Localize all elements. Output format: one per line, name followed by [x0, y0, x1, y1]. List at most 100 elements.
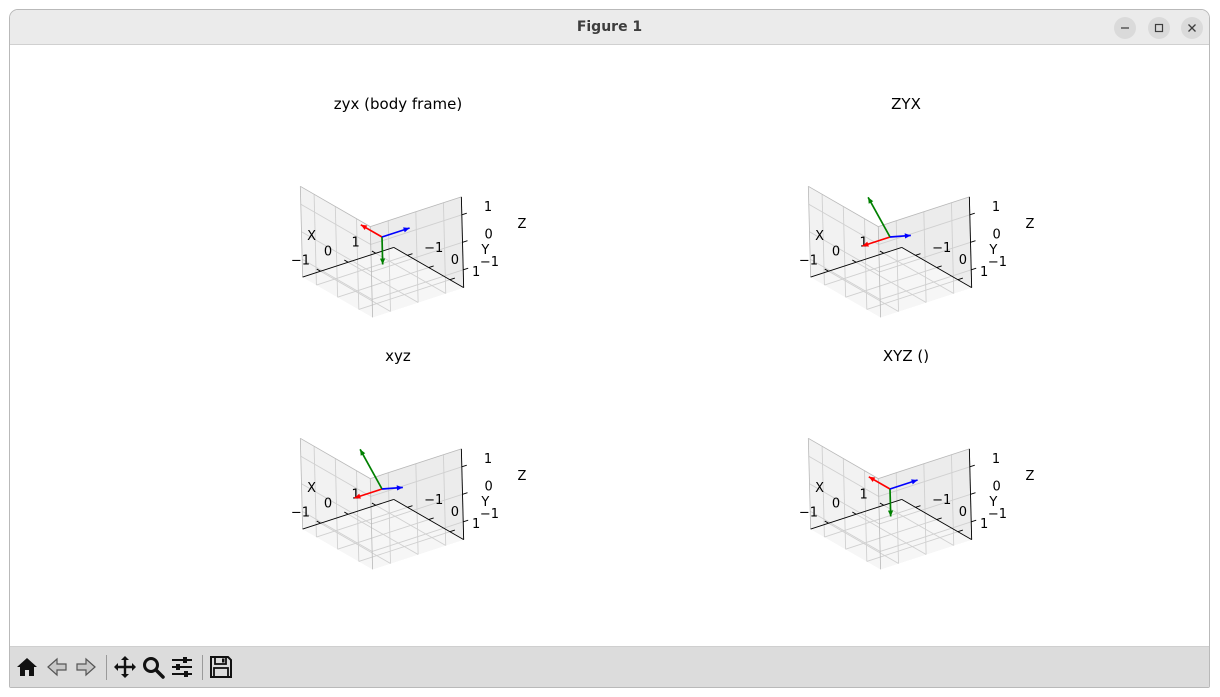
y-axis-line [901, 247, 972, 289]
x-tick-label: 1 [859, 236, 867, 251]
y-axis-line [393, 247, 464, 289]
y-axis-label: Y [988, 495, 997, 510]
subplot-title: xyz [385, 347, 411, 365]
x-tick [824, 520, 829, 524]
grid-line [808, 203, 879, 245]
back-button[interactable] [43, 653, 71, 681]
x-tick [316, 520, 321, 524]
pane-edge [299, 438, 304, 530]
maximize-button[interactable] [1148, 17, 1170, 39]
pane-edge [299, 186, 304, 278]
vector-y-head [360, 449, 366, 456]
z-tick [463, 519, 469, 523]
z-axis-line [968, 196, 973, 288]
grid-line [358, 531, 451, 562]
z-tick-label: −1 [988, 507, 1007, 522]
minimize-icon [1121, 27, 1129, 29]
y-tick [407, 505, 413, 508]
pane-edge [808, 437, 879, 479]
window-title: Figure 1 [576, 19, 643, 35]
grid-line [845, 519, 937, 550]
x-axis-label: X [307, 229, 316, 244]
minimize-button[interactable] [1114, 17, 1136, 39]
y-axis-label: Y [480, 243, 489, 258]
figure-canvas[interactable]: −1 0 1 −1 0 1 1 0 −1 X Y Z zyx (body frame) −1 0 1 −1 0… [10, 45, 1209, 646]
y-axis-label: Y [988, 243, 997, 258]
x-tick-label: −1 [799, 254, 818, 269]
grid-line [300, 455, 371, 497]
y-tick-label: 0 [959, 505, 967, 520]
grid-line [950, 202, 955, 294]
y-tick-label: 0 [451, 253, 459, 268]
configure-subplots-button[interactable] [168, 653, 196, 681]
z-tick [971, 519, 977, 523]
configure-subplots-icon [172, 657, 192, 677]
pane-edge [370, 196, 462, 227]
y-tick [957, 529, 964, 533]
subplot-XYZ[interactable]: −1 0 1 −1 0 1 1 0 −1 X Y Z XYZ () [736, 345, 1076, 600]
grid-line [864, 218, 868, 310]
z-axis-label: Z [517, 217, 526, 232]
y-tick [936, 517, 942, 520]
z-tick-label: 1 [992, 200, 1000, 215]
z-tick [971, 267, 977, 271]
vector-x [354, 488, 383, 499]
grid-line [375, 504, 446, 546]
vector-y [887, 488, 894, 517]
zoom-button[interactable] [139, 653, 167, 681]
save-button[interactable] [207, 653, 235, 681]
pan-button[interactable] [111, 653, 139, 681]
x-axis-label: X [815, 481, 824, 496]
y-axis-line [393, 499, 464, 541]
x-tick-label: 0 [324, 497, 332, 512]
pane-edge [300, 185, 371, 227]
y-tick-label: −1 [424, 493, 443, 508]
pane-edge [370, 448, 462, 479]
pane-edge [369, 478, 373, 570]
forward-button[interactable] [72, 653, 100, 681]
x-tick-label: 1 [859, 488, 867, 503]
vector-y-shaft [359, 448, 383, 490]
z-tick-label: −1 [480, 255, 499, 270]
grid-line [845, 267, 937, 298]
grid-line [442, 202, 447, 294]
vector-y-head [868, 197, 874, 204]
vector-x-head [360, 224, 368, 231]
x-tick [316, 268, 321, 272]
pane-edge [878, 196, 970, 227]
y-tick-label: 1 [980, 265, 988, 280]
grid-line [442, 454, 447, 546]
grid-line [337, 519, 429, 550]
vector-z-head [904, 233, 911, 239]
grid-line [809, 483, 880, 525]
y-tick [915, 253, 921, 256]
subplot-ZYX[interactable]: −1 0 1 −1 0 1 1 0 −1 X Y Z ZYX [736, 93, 1076, 348]
z-tick [970, 492, 976, 495]
pane-edge [300, 437, 371, 479]
grid-line [809, 231, 880, 273]
y-tick-label: 0 [451, 505, 459, 520]
close-button[interactable] [1181, 17, 1203, 39]
z-axis-label: Z [517, 469, 526, 484]
home-button[interactable] [13, 653, 41, 681]
subplot-title: ZYX [891, 95, 921, 113]
vector-x [862, 236, 891, 247]
z-tick [462, 492, 468, 495]
z-tick [461, 212, 467, 216]
forward-icon [76, 657, 96, 677]
z-axis-line [460, 448, 465, 540]
grid-line [883, 252, 954, 294]
grid-line [370, 466, 462, 497]
navigation-toolbar [10, 646, 1209, 687]
vector-x-head [862, 241, 869, 247]
title-bar: Figure 1 [10, 10, 1209, 45]
subplot-xyz[interactable]: −1 0 1 −1 0 1 1 0 −1 X Y Z xyz [228, 345, 568, 600]
zoom-icon [143, 657, 165, 679]
vector-x-head [354, 493, 361, 499]
vector-z-head [911, 479, 918, 485]
subplot-zyx[interactable]: −1 0 1 −1 0 1 1 0 −1 X Y Z zyx (body frame) [228, 93, 568, 348]
subplot-title: zyx (body frame) [333, 95, 463, 113]
